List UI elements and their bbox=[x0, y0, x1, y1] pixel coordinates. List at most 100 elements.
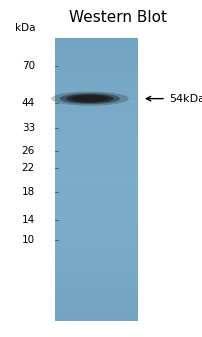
Text: Western Blot: Western Blot bbox=[68, 10, 166, 26]
Text: 44: 44 bbox=[22, 98, 35, 108]
Bar bbox=[55, 176, 137, 180]
Bar bbox=[55, 241, 137, 245]
Bar bbox=[55, 103, 137, 107]
Bar bbox=[55, 89, 137, 93]
Bar bbox=[55, 261, 137, 265]
Bar bbox=[55, 72, 137, 76]
Bar bbox=[55, 134, 137, 138]
Bar bbox=[55, 120, 137, 124]
Bar bbox=[55, 216, 137, 219]
Bar bbox=[55, 280, 137, 284]
Bar bbox=[55, 83, 137, 87]
Bar bbox=[55, 264, 137, 268]
Text: 54kDa: 54kDa bbox=[168, 94, 202, 104]
Bar bbox=[55, 128, 137, 132]
Text: 26: 26 bbox=[22, 146, 35, 156]
Bar bbox=[55, 218, 137, 222]
Text: 70: 70 bbox=[22, 61, 35, 71]
Bar bbox=[55, 75, 137, 79]
Bar bbox=[55, 199, 137, 203]
Ellipse shape bbox=[59, 93, 119, 104]
Bar bbox=[55, 221, 137, 225]
Bar bbox=[55, 165, 137, 169]
Bar bbox=[55, 249, 137, 253]
Bar bbox=[55, 283, 137, 287]
Bar bbox=[55, 269, 137, 273]
Bar bbox=[55, 123, 137, 126]
Bar bbox=[55, 185, 137, 188]
Bar bbox=[55, 171, 137, 174]
Bar bbox=[55, 131, 137, 135]
Bar bbox=[55, 156, 137, 160]
Bar bbox=[55, 106, 137, 110]
Text: kDa: kDa bbox=[14, 23, 35, 33]
Bar bbox=[55, 86, 137, 90]
Bar bbox=[55, 168, 137, 172]
Bar bbox=[55, 61, 137, 64]
Bar bbox=[55, 233, 137, 236]
Bar bbox=[55, 306, 137, 310]
Bar bbox=[55, 80, 137, 84]
Bar bbox=[55, 162, 137, 166]
Bar bbox=[55, 63, 137, 67]
Bar bbox=[55, 278, 137, 281]
Bar bbox=[55, 202, 137, 205]
Text: 10: 10 bbox=[22, 235, 35, 245]
Bar bbox=[55, 78, 137, 81]
Bar bbox=[55, 255, 137, 259]
Bar bbox=[55, 252, 137, 256]
Bar bbox=[55, 173, 137, 177]
Bar bbox=[55, 300, 137, 304]
Bar bbox=[55, 272, 137, 276]
Bar bbox=[55, 295, 137, 299]
Ellipse shape bbox=[66, 94, 113, 103]
Bar bbox=[55, 196, 137, 200]
Bar bbox=[55, 187, 137, 191]
Bar bbox=[55, 292, 137, 296]
Bar bbox=[55, 142, 137, 146]
Bar bbox=[55, 41, 137, 44]
Bar bbox=[55, 286, 137, 290]
Bar bbox=[55, 311, 137, 315]
Bar bbox=[55, 314, 137, 318]
Bar bbox=[55, 230, 137, 234]
Bar bbox=[55, 204, 137, 208]
Bar bbox=[55, 224, 137, 228]
Text: 22: 22 bbox=[22, 163, 35, 173]
Bar bbox=[55, 148, 137, 152]
Bar bbox=[55, 114, 137, 118]
Bar bbox=[55, 238, 137, 242]
Bar bbox=[55, 227, 137, 231]
Bar bbox=[55, 58, 137, 62]
Bar bbox=[55, 179, 137, 183]
Bar bbox=[55, 210, 137, 214]
Text: 33: 33 bbox=[22, 123, 35, 133]
Bar bbox=[55, 109, 137, 112]
Bar bbox=[55, 267, 137, 270]
Bar bbox=[55, 47, 137, 50]
Bar bbox=[55, 137, 137, 141]
Bar bbox=[55, 159, 137, 163]
Bar bbox=[55, 236, 137, 239]
Bar bbox=[55, 258, 137, 262]
Bar bbox=[55, 69, 137, 73]
Bar bbox=[55, 182, 137, 186]
Bar bbox=[55, 298, 137, 301]
Bar bbox=[55, 55, 137, 59]
Ellipse shape bbox=[71, 95, 108, 102]
Text: 14: 14 bbox=[22, 215, 35, 225]
Bar bbox=[55, 94, 137, 98]
Bar bbox=[55, 154, 137, 157]
Bar bbox=[55, 190, 137, 194]
Bar bbox=[55, 66, 137, 70]
Bar bbox=[55, 275, 137, 279]
Bar bbox=[55, 117, 137, 121]
Bar bbox=[55, 140, 137, 143]
Bar bbox=[55, 43, 137, 48]
Bar bbox=[55, 207, 137, 211]
Bar bbox=[55, 213, 137, 217]
Bar bbox=[55, 309, 137, 312]
Text: 18: 18 bbox=[22, 187, 35, 197]
Bar bbox=[55, 151, 137, 155]
Bar bbox=[55, 193, 137, 197]
